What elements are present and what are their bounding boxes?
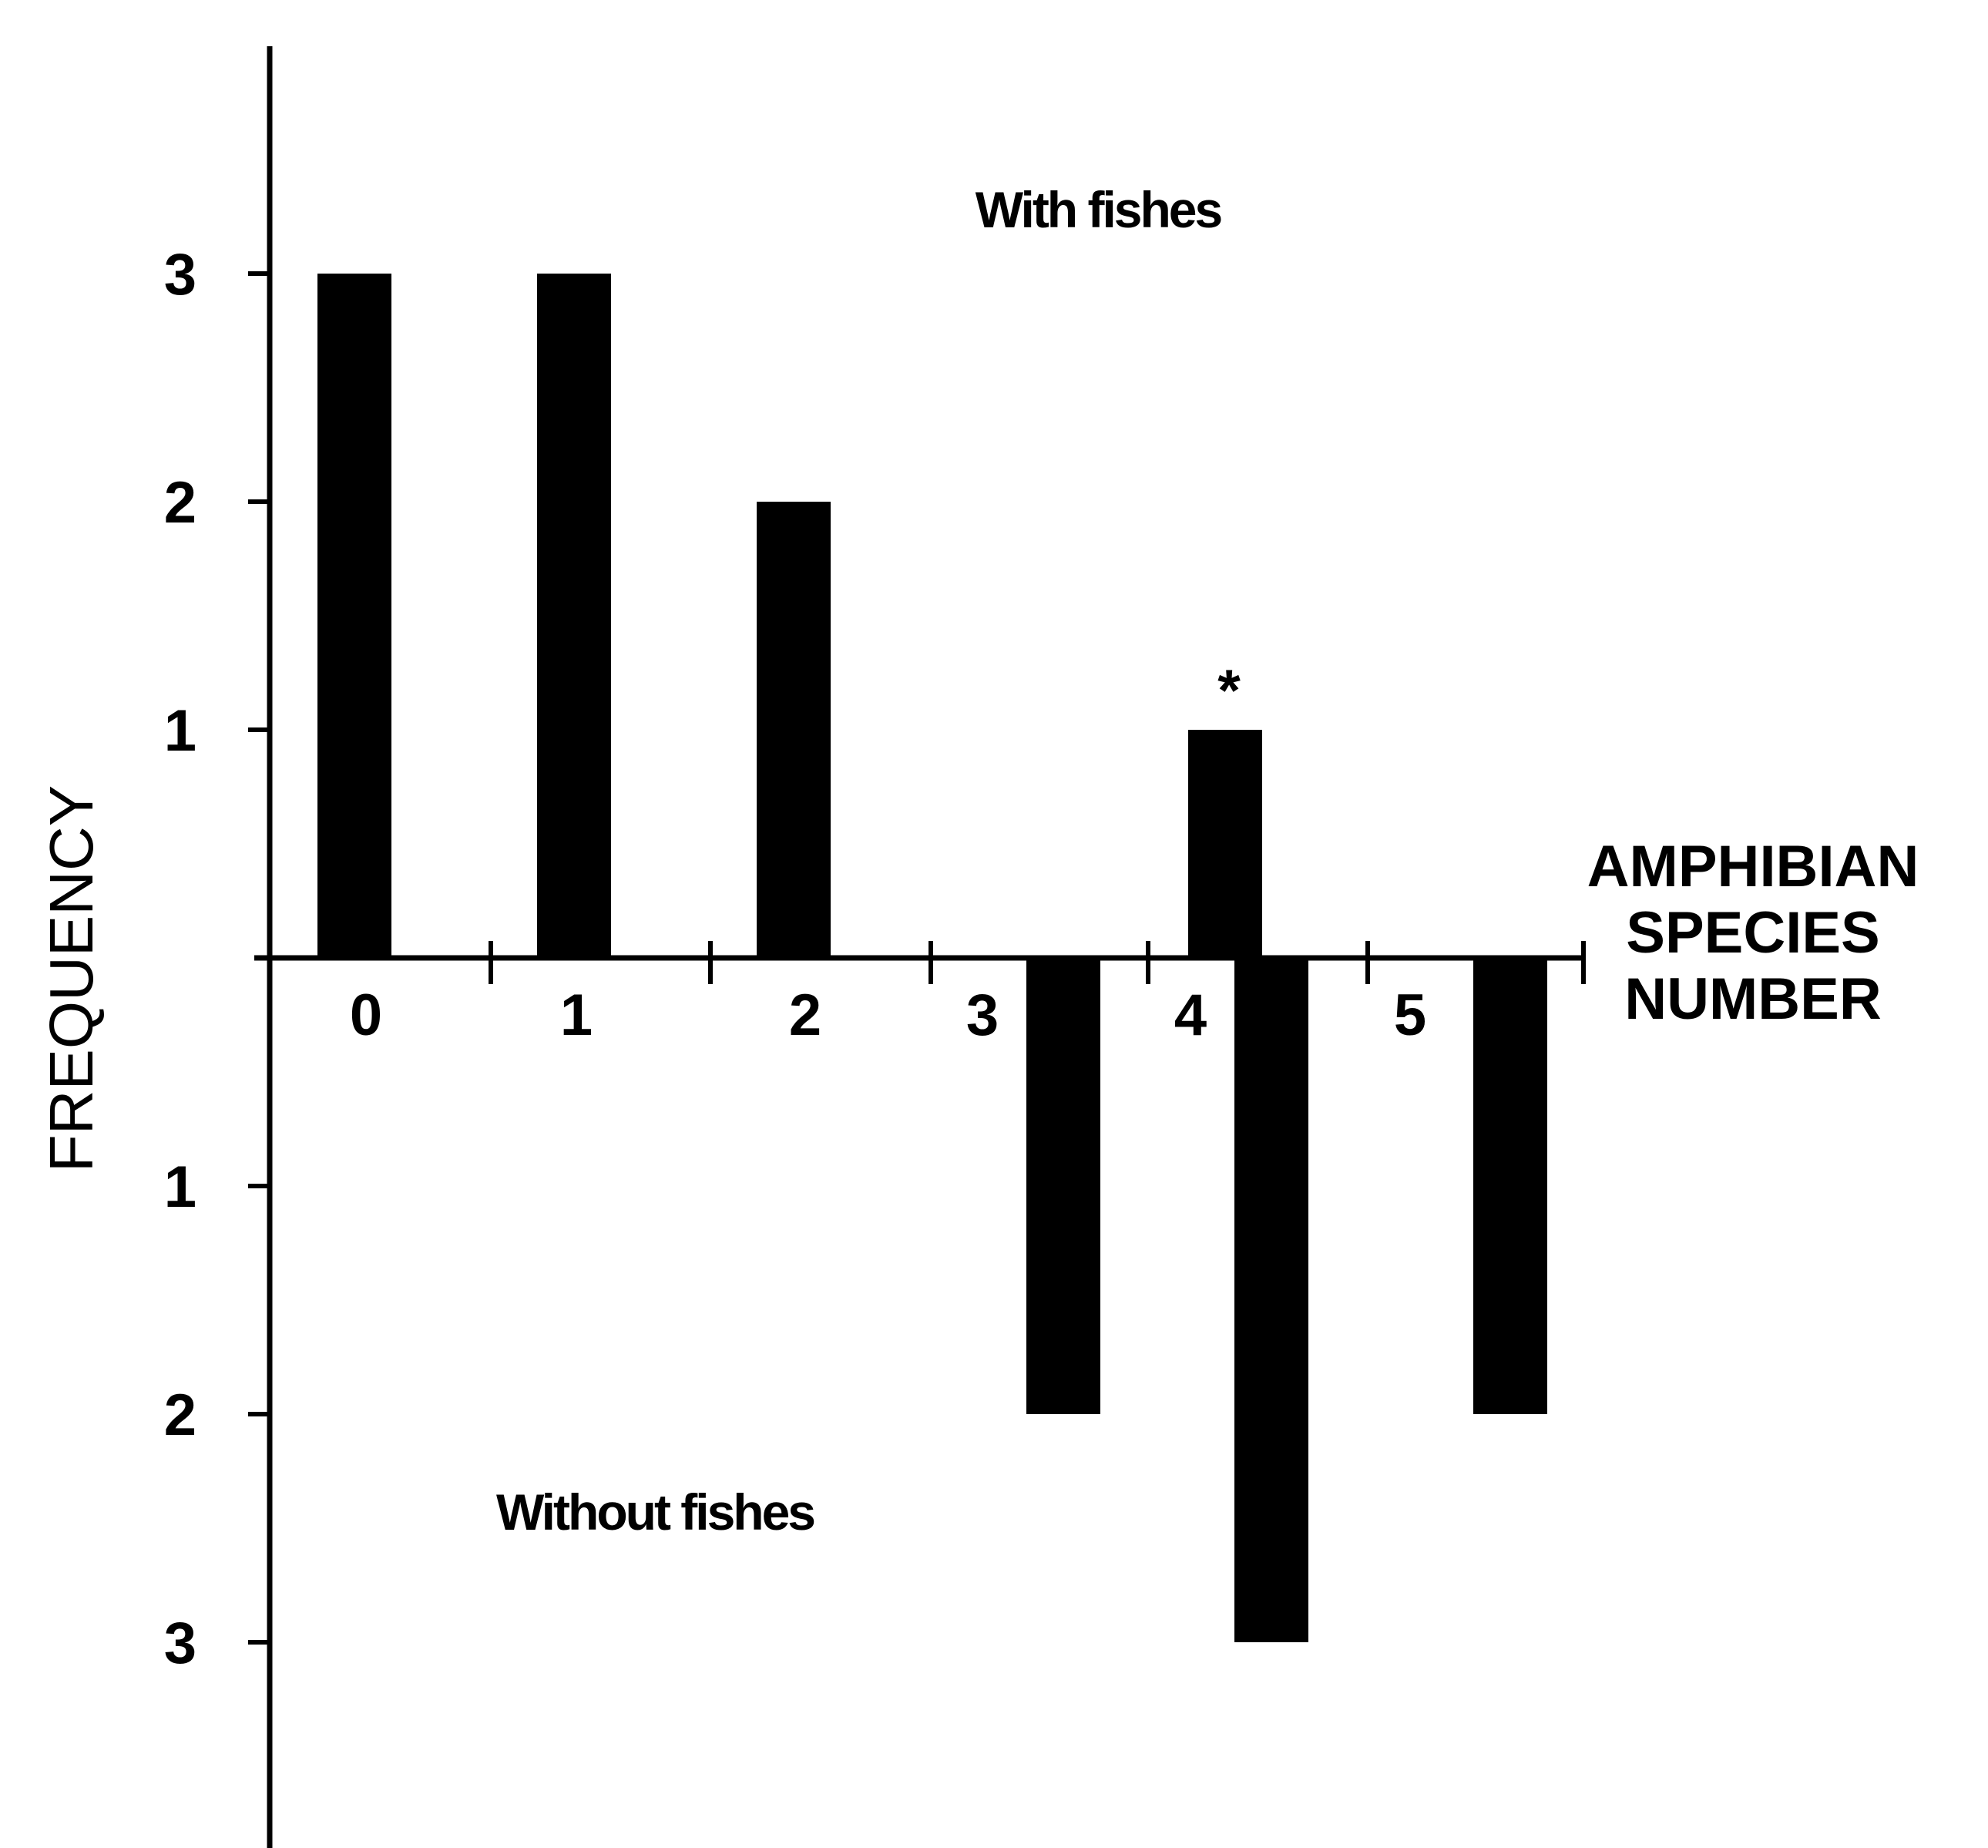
x-axis-title-line: AMPHIBIAN xyxy=(1587,834,1919,899)
x-tick-label: 1 xyxy=(560,983,593,1048)
bar-without-4 xyxy=(1234,958,1308,1642)
y-tick-label-down: 1 xyxy=(164,1154,196,1220)
bar-with-0 xyxy=(317,274,391,958)
x-tick-label: 0 xyxy=(350,983,382,1048)
x-tick-label: 5 xyxy=(1394,983,1426,1048)
series-label-without-fishes: Without fishes xyxy=(496,1483,814,1541)
bar-without-3 xyxy=(1026,958,1100,1414)
y-tick-label-up: 1 xyxy=(164,698,196,764)
x-tick-label: 3 xyxy=(966,983,999,1048)
bar-with-2 xyxy=(757,502,831,958)
x-axis-title-line: NUMBER xyxy=(1624,966,1882,1032)
y-axis-title: FREQUENCY xyxy=(37,785,106,1172)
y-tick-label-up: 2 xyxy=(164,470,196,536)
x-axis-title: AMPHIBIAN SPECIES NUMBER xyxy=(1587,834,1919,1032)
axes xyxy=(248,46,1586,1848)
x-tick-label: 4 xyxy=(1174,983,1207,1048)
bar-with-4 xyxy=(1188,730,1262,958)
bar-without-5 xyxy=(1473,958,1547,1414)
bar-with-1 xyxy=(537,274,611,958)
y-tick-label-up: 3 xyxy=(164,242,196,307)
labels: 1 2 3 1 2 3 0 1 2 3 4 5 With fishes Without fishes * AM… xyxy=(37,181,1919,1676)
y-tick-label-down: 2 xyxy=(164,1383,196,1448)
bars xyxy=(317,274,1547,1642)
series-label-with-fishes: With fishes xyxy=(976,181,1221,238)
x-tick-label: 2 xyxy=(789,983,821,1048)
x-axis-title-line: SPECIES xyxy=(1626,900,1879,966)
y-tick-label-down: 3 xyxy=(164,1611,196,1676)
annotation-asterisk: * xyxy=(1217,658,1241,724)
